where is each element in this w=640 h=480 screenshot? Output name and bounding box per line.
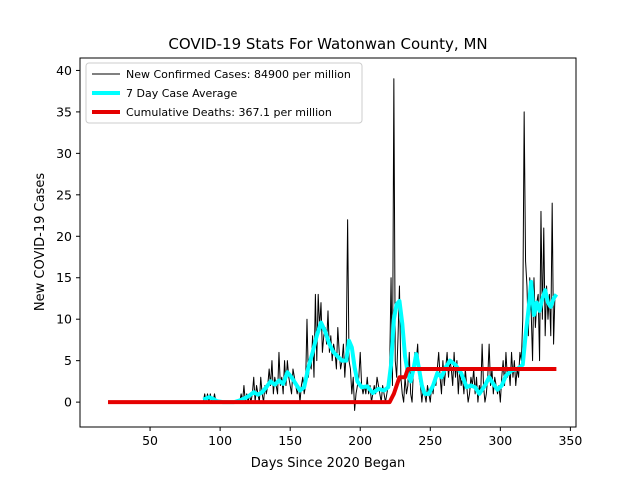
chart-title: COVID-19 Stats For Watonwan County, MN — [168, 35, 487, 53]
y-tick-label: 40 — [56, 63, 72, 78]
x-axis-title: Days Since 2020 Began — [251, 456, 406, 471]
series-line-2 — [202, 279, 559, 405]
x-tick-label: 50 — [142, 433, 158, 448]
legend-label-1: New Confirmed Cases: 84900 per million — [126, 68, 351, 81]
legend-box — [85, 62, 363, 124]
legend: New Confirmed Cases: 84900 per million 7 … — [85, 62, 363, 124]
axes-layer: 50 100 150 200 250 300 350 0 5 10 15 20 25 30 35 40 — [56, 57, 582, 448]
x-tick-label: 150 — [278, 433, 302, 448]
y-tick-label: 10 — [56, 312, 72, 327]
y-axis-title: New COVID-19 Cases — [33, 173, 48, 311]
series-line-3 — [108, 366, 557, 405]
series-layer — [108, 78, 559, 411]
y-tick-label: 35 — [56, 104, 72, 119]
y-tick-label: 20 — [56, 229, 72, 244]
series-line-1 — [202, 78, 556, 411]
y-tick-label: 25 — [56, 187, 72, 202]
y-tick-label: 30 — [56, 146, 72, 161]
x-tick-label: 200 — [348, 433, 372, 448]
y-tick-label: 0 — [64, 395, 72, 410]
x-tick-label: 100 — [208, 433, 232, 448]
plot-frame — [79, 57, 577, 428]
x-tick-label: 250 — [418, 433, 442, 448]
y-tick-label: 5 — [64, 353, 72, 368]
x-tick-label: 300 — [488, 433, 512, 448]
legend-label-3: Cumulative Deaths: 367.1 per million — [126, 106, 332, 119]
y-tick-label: 15 — [56, 270, 72, 285]
x-tick-label: 350 — [558, 433, 582, 448]
legend-label-2: 7 Day Case Average — [126, 87, 238, 100]
